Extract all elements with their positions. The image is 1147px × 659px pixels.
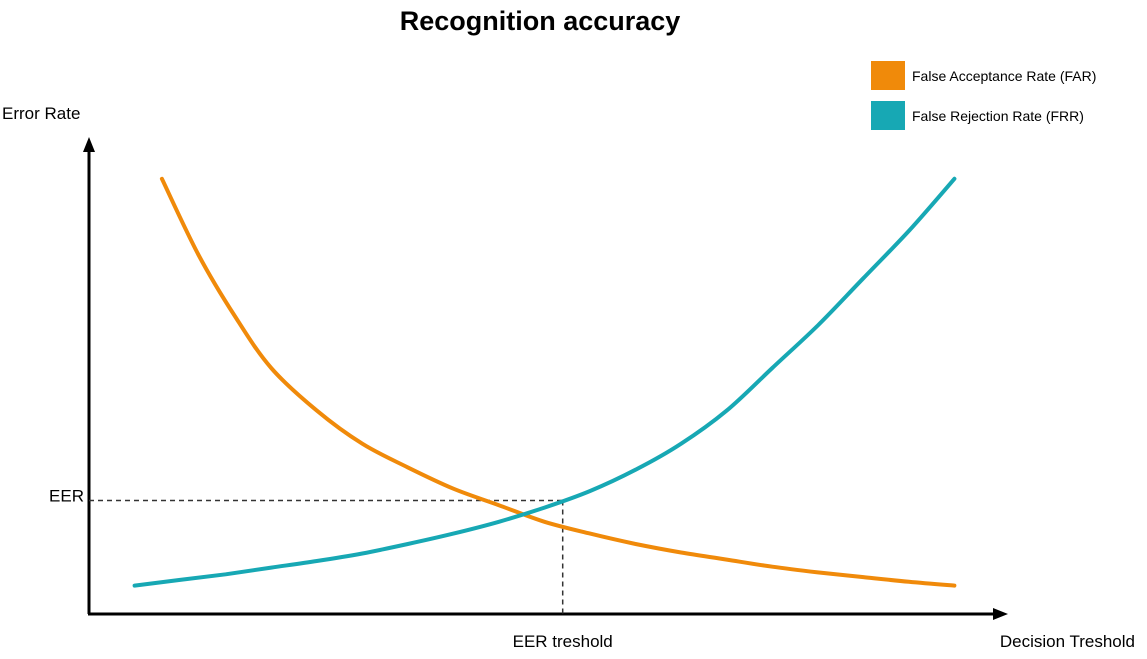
legend-label-frr: False Rejection Rate (FRR) (912, 108, 1084, 124)
eer-tick-label: EER (49, 487, 84, 506)
legend-swatch-far (871, 61, 905, 90)
chart-title: Recognition accuracy (400, 6, 681, 36)
x-axis-arrow-icon (993, 608, 1008, 620)
eer-threshold-tick-label: EER treshold (513, 632, 613, 651)
axes (83, 137, 1008, 620)
y-axis-label: Error Rate (2, 104, 80, 123)
x-axis-label: Decision Treshold (1000, 632, 1135, 651)
legend-label-far: False Acceptance Rate (FAR) (912, 68, 1096, 84)
y-axis-arrow-icon (83, 137, 95, 152)
far-curve (159, 176, 957, 588)
legend: False Acceptance Rate (FAR) False Reject… (871, 61, 1096, 130)
legend-swatch-frr (871, 101, 905, 130)
frr-curve (132, 176, 957, 588)
